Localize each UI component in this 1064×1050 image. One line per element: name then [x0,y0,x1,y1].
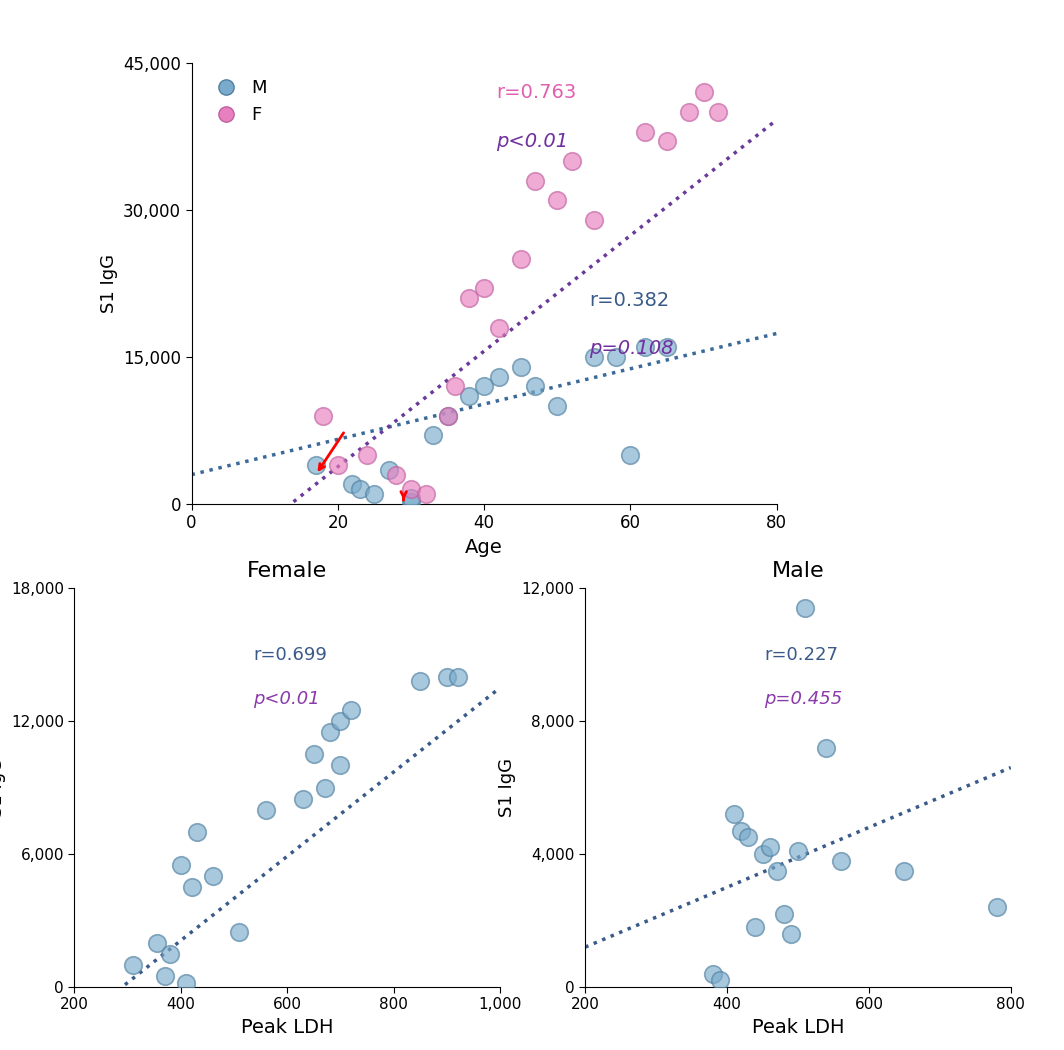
Point [747,919,764,936]
Point [659,339,676,356]
Text: p=0.108: p=0.108 [589,339,674,358]
Point [681,104,698,121]
Point [797,600,814,616]
Point [343,701,360,718]
Point [402,481,419,498]
Point [381,461,398,478]
Text: p<0.01: p<0.01 [496,132,568,151]
Point [438,668,455,685]
X-axis label: Age: Age [465,538,503,556]
Point [789,842,807,859]
Point [527,378,544,395]
Point [761,839,778,856]
Text: r=0.699: r=0.699 [253,646,327,664]
Y-axis label: S1 IgG: S1 IgG [0,758,5,817]
Point [156,967,173,984]
Point [988,899,1005,916]
Point [449,668,466,685]
Point [148,934,166,951]
Point [124,957,142,973]
Point [585,211,602,228]
Point [439,407,456,424]
Point [776,905,793,922]
Point [316,779,333,796]
Point [402,494,419,510]
Point [307,457,325,474]
Point [512,358,529,375]
Point [387,466,404,483]
X-axis label: Peak LDH: Peak LDH [242,1017,333,1037]
Point [366,486,383,503]
Point [188,823,205,840]
Point [231,923,248,940]
Point [818,739,835,756]
Y-axis label: S1 IgG: S1 IgG [100,254,117,313]
Point [178,974,195,991]
Point [564,152,581,169]
Point [636,339,653,356]
Point [257,801,275,818]
Point [896,862,913,879]
Point [726,805,743,822]
Point [439,407,456,424]
Y-axis label: S1 IgG: S1 IgG [498,758,516,817]
Point [412,673,429,690]
Point [695,84,712,101]
Point [585,349,602,365]
Point [704,965,721,982]
Point [476,378,493,395]
Point [491,369,508,385]
Point [332,713,349,730]
Point [491,319,508,336]
Point [512,251,529,268]
Point [351,481,368,498]
Point [461,290,478,307]
Point [621,446,638,463]
Point [447,378,464,395]
Text: r=0.382: r=0.382 [589,291,669,310]
Title: Female: Female [247,561,328,581]
Title: Male: Male [771,561,825,581]
Point [476,280,493,297]
Text: p=0.455: p=0.455 [764,690,843,708]
Point [162,945,179,962]
Text: p<0.01: p<0.01 [253,690,320,708]
Point [359,446,376,463]
Point [417,486,434,503]
Point [425,427,442,444]
Text: r=0.763: r=0.763 [496,83,576,102]
Point [305,746,322,762]
Point [183,879,200,896]
Point [549,398,566,415]
Point [710,104,727,121]
Point [733,822,750,839]
Point [659,133,676,150]
Point [402,489,419,506]
Point [832,853,849,869]
X-axis label: Peak LDH: Peak LDH [752,1017,844,1037]
Text: r=0.227: r=0.227 [764,646,838,664]
Point [172,857,189,874]
Point [461,387,478,404]
Point [315,407,332,424]
Point [332,757,349,774]
Point [636,123,653,140]
Point [527,172,544,189]
Point [344,476,361,492]
Point [329,457,346,474]
Point [549,192,566,209]
Point [782,925,799,942]
Point [321,723,338,740]
Point [712,972,729,989]
Point [768,862,785,879]
Point [754,845,771,862]
Point [739,830,757,846]
Point [295,791,312,807]
Point [204,867,221,884]
Point [608,349,625,365]
Legend: M, F: M, F [200,72,273,131]
